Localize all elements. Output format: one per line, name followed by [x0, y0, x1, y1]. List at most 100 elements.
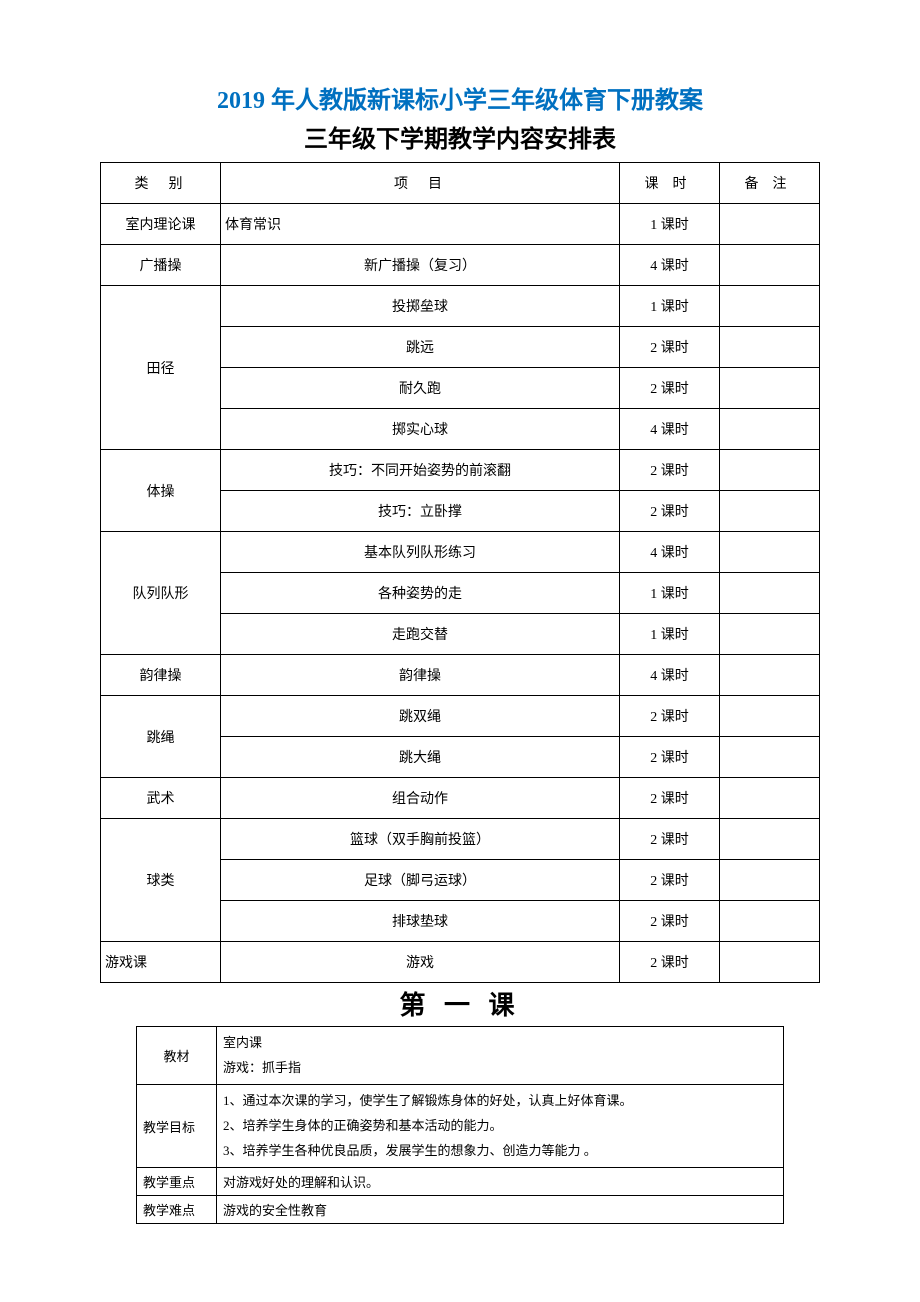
table-row: 队列队形 基本队列队形练习 4 课时	[101, 532, 820, 573]
cell-item: 排球垫球	[221, 901, 620, 942]
lesson-goal-line2: 2、培养学生身体的正确姿势和基本活动的能力。	[223, 1114, 777, 1139]
table-row: 室内理论课 体育常识 1 课时	[101, 204, 820, 245]
table-row: 游戏课 游戏 2 课时	[101, 942, 820, 983]
cell-item: 组合动作	[221, 778, 620, 819]
cell-category: 广播操	[101, 245, 221, 286]
col-category: 类别	[101, 163, 221, 204]
cell-category: 游戏课	[101, 942, 221, 983]
lesson-goal-value: 1、通过本次课的学习，使学生了解锻炼身体的好处，认真上好体育课。 2、培养学生身…	[217, 1085, 784, 1168]
cell-notes	[720, 286, 820, 327]
cell-notes	[720, 614, 820, 655]
lesson-row-material: 教材 室内课 游戏：抓手指	[137, 1027, 784, 1085]
cell-notes	[720, 204, 820, 245]
cell-notes	[720, 450, 820, 491]
table-row: 广播操 新广播操（复习） 4 课时	[101, 245, 820, 286]
cell-hours: 2 课时	[620, 696, 720, 737]
table-header-row: 类别 项目 课时 备注	[101, 163, 820, 204]
cell-category: 韵律操	[101, 655, 221, 696]
cell-hours: 2 课时	[620, 327, 720, 368]
cell-hours: 4 课时	[620, 532, 720, 573]
cell-item: 基本队列队形练习	[221, 532, 620, 573]
cell-notes	[720, 245, 820, 286]
lesson-goal-label: 教学目标	[137, 1085, 217, 1168]
cell-category: 体操	[101, 450, 221, 532]
cell-notes	[720, 327, 820, 368]
lesson-row-difficulty: 教学难点 游戏的安全性教育	[137, 1196, 784, 1224]
table-row: 武术 组合动作 2 课时	[101, 778, 820, 819]
cell-item: 投掷垒球	[221, 286, 620, 327]
lesson-difficulty-label: 教学难点	[137, 1196, 217, 1224]
lesson-heading: 第 一 课	[100, 985, 820, 1022]
cell-item: 篮球（双手胸前投篮）	[221, 819, 620, 860]
lesson-material-line2: 游戏：抓手指	[223, 1056, 777, 1081]
cell-hours: 2 课时	[620, 737, 720, 778]
lesson-row-focus: 教学重点 对游戏好处的理解和认识。	[137, 1168, 784, 1196]
cell-item: 跳大绳	[221, 737, 620, 778]
cell-item: 韵律操	[221, 655, 620, 696]
cell-notes	[720, 368, 820, 409]
cell-hours: 2 课时	[620, 819, 720, 860]
table-row: 球类 篮球（双手胸前投篮） 2 课时	[101, 819, 820, 860]
lesson-goal-line3: 3、培养学生各种优良品质，发展学生的想象力、创造力等能力 。	[223, 1139, 777, 1164]
cell-hours: 1 课时	[620, 204, 720, 245]
cell-item: 体育常识	[221, 204, 620, 245]
cell-notes	[720, 532, 820, 573]
cell-item: 游戏	[221, 942, 620, 983]
cell-item: 掷实心球	[221, 409, 620, 450]
cell-category: 武术	[101, 778, 221, 819]
document-title-line2: 三年级下学期教学内容安排表	[100, 119, 820, 154]
cell-hours: 4 课时	[620, 655, 720, 696]
cell-item: 走跑交替	[221, 614, 620, 655]
cell-notes	[720, 860, 820, 901]
cell-hours: 1 课时	[620, 573, 720, 614]
cell-hours: 2 课时	[620, 368, 720, 409]
cell-hours: 2 课时	[620, 901, 720, 942]
cell-item: 各种姿势的走	[221, 573, 620, 614]
cell-hours: 1 课时	[620, 614, 720, 655]
cell-hours: 2 课时	[620, 778, 720, 819]
lesson-focus-label: 教学重点	[137, 1168, 217, 1196]
lesson-focus-value: 对游戏好处的理解和认识。	[217, 1168, 784, 1196]
lesson-row-goal: 教学目标 1、通过本次课的学习，使学生了解锻炼身体的好处，认真上好体育课。 2、…	[137, 1085, 784, 1168]
cell-hours: 1 课时	[620, 286, 720, 327]
cell-notes	[720, 491, 820, 532]
cell-item: 跳双绳	[221, 696, 620, 737]
schedule-table: 类别 项目 课时 备注 室内理论课 体育常识 1 课时 广播操 新广播操（复习）…	[100, 162, 820, 983]
lesson-material-value: 室内课 游戏：抓手指	[217, 1027, 784, 1085]
cell-notes	[720, 819, 820, 860]
document-title-line1: 2019 年人教版新课标小学三年级体育下册教案	[100, 80, 820, 115]
cell-hours: 4 课时	[620, 409, 720, 450]
cell-notes	[720, 942, 820, 983]
col-hours: 课时	[620, 163, 720, 204]
cell-category: 球类	[101, 819, 221, 942]
cell-hours: 4 课时	[620, 245, 720, 286]
col-notes: 备注	[720, 163, 820, 204]
cell-item: 足球（脚弓运球）	[221, 860, 620, 901]
cell-notes	[720, 573, 820, 614]
table-row: 韵律操 韵律操 4 课时	[101, 655, 820, 696]
cell-hours: 2 课时	[620, 450, 720, 491]
cell-notes	[720, 696, 820, 737]
lesson-difficulty-value: 游戏的安全性教育	[217, 1196, 784, 1224]
cell-category: 室内理论课	[101, 204, 221, 245]
lesson-material-line1: 室内课	[223, 1031, 777, 1056]
col-item: 项目	[221, 163, 620, 204]
table-row: 跳绳 跳双绳 2 课时	[101, 696, 820, 737]
cell-item: 新广播操（复习）	[221, 245, 620, 286]
table-row: 田径 投掷垒球 1 课时	[101, 286, 820, 327]
lesson-goal-line1: 1、通过本次课的学习，使学生了解锻炼身体的好处，认真上好体育课。	[223, 1089, 777, 1114]
cell-notes	[720, 409, 820, 450]
cell-item: 技巧：不同开始姿势的前滚翻	[221, 450, 620, 491]
cell-category: 田径	[101, 286, 221, 450]
cell-item: 技巧：立卧撑	[221, 491, 620, 532]
cell-hours: 2 课时	[620, 942, 720, 983]
table-row: 体操 技巧：不同开始姿势的前滚翻 2 课时	[101, 450, 820, 491]
cell-category: 跳绳	[101, 696, 221, 778]
cell-item: 耐久跑	[221, 368, 620, 409]
cell-hours: 2 课时	[620, 491, 720, 532]
cell-notes	[720, 778, 820, 819]
lesson-table: 教材 室内课 游戏：抓手指 教学目标 1、通过本次课的学习，使学生了解锻炼身体的…	[136, 1026, 784, 1224]
cell-item: 跳远	[221, 327, 620, 368]
cell-hours: 2 课时	[620, 860, 720, 901]
cell-category: 队列队形	[101, 532, 221, 655]
